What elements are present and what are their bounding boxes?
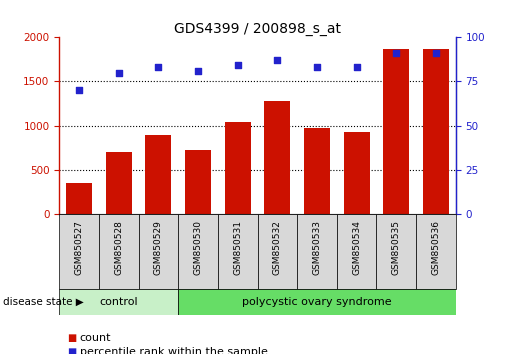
Bar [106,152,132,214]
Text: count: count [80,333,111,343]
Bar [225,122,251,214]
Bar [337,214,376,289]
Text: ■: ■ [67,347,76,354]
Text: GSM850528: GSM850528 [114,220,123,275]
Bar [145,135,171,214]
Text: GSM850531: GSM850531 [233,220,242,275]
Point [313,64,321,70]
Bar [416,214,456,289]
Point [114,70,123,75]
Point [432,50,440,56]
Bar [139,214,178,289]
Text: disease state ▶: disease state ▶ [3,297,83,307]
Text: polycystic ovary syndrome: polycystic ovary syndrome [242,297,392,307]
Text: percentile rank within the sample: percentile rank within the sample [80,347,268,354]
Bar [99,214,139,289]
Bar [258,214,297,289]
Text: GSM850534: GSM850534 [352,220,361,275]
Point [233,63,242,68]
Text: GSM850532: GSM850532 [273,220,282,275]
Bar [344,132,370,214]
Bar [59,214,99,289]
Bar [185,149,211,214]
Title: GDS4399 / 200898_s_at: GDS4399 / 200898_s_at [174,22,341,36]
Bar [376,214,416,289]
Point [75,87,83,93]
Point [392,50,401,56]
Bar [264,101,290,214]
Text: GSM850533: GSM850533 [313,220,321,275]
Bar [423,49,449,214]
Point [154,64,162,70]
Bar [178,214,218,289]
Bar [178,289,456,315]
Text: control: control [99,297,138,307]
Point [273,57,281,63]
Point [352,64,360,70]
Bar [218,214,258,289]
Bar [304,128,330,214]
Bar [297,214,337,289]
Text: ■: ■ [67,333,76,343]
Bar [66,183,92,214]
Point [194,68,202,74]
Bar [383,49,409,214]
Text: GSM850527: GSM850527 [75,220,83,275]
Text: GSM850530: GSM850530 [194,220,202,275]
Text: GSM850535: GSM850535 [392,220,401,275]
Text: GSM850529: GSM850529 [154,220,163,275]
Text: GSM850536: GSM850536 [432,220,440,275]
Bar [59,289,178,315]
